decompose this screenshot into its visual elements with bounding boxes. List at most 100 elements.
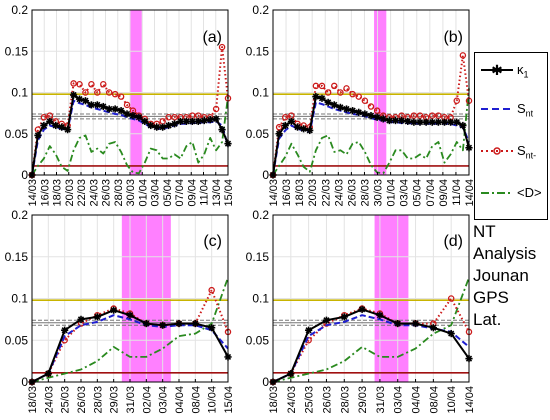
panel-4-point-kappa-stroke (448, 330, 455, 337)
legend-swatch-snt (481, 108, 513, 110)
panel-2-ytick-label: 0 (262, 168, 269, 182)
panel-1-point-kappa (99, 102, 107, 111)
panel-2-point-kappa (379, 115, 387, 123)
panel-4-series-d (272, 277, 470, 383)
panel-1-point-kappa-stroke (100, 103, 107, 110)
panel-2-point-kappa-stroke (331, 101, 338, 108)
panel-1-xtick-label: 11/04 (199, 179, 211, 206)
panel-2-point-kappa-stroke (459, 122, 466, 129)
panel-2-point-kappa-stroke (300, 125, 307, 132)
panel-1-point-kappa (52, 121, 60, 130)
panel-3-xtick-label: 03/04 (158, 386, 170, 414)
panel-1-point-kappa-stroke (82, 97, 89, 104)
panel-2-point-kappa (367, 112, 375, 120)
panel-1-point-kappa (69, 91, 78, 99)
panel-2-point-kappa (306, 126, 314, 135)
panel-4-point-kappa-stroke (376, 312, 384, 319)
panel-1-point-kappa (135, 113, 143, 121)
panel-1-point-kappa-stroke (207, 116, 214, 123)
panel-1-point-kappa (212, 115, 220, 123)
panel-4-xtick-label: 29/03 (357, 386, 369, 414)
panel-4-point-kappa (322, 316, 331, 324)
panel-1-point-kappa-stroke (76, 95, 83, 103)
panel-4-point-kappa (358, 305, 366, 313)
panel-2-point-kappa (422, 118, 430, 126)
panel-2-point-kappa-stroke (312, 93, 319, 100)
panel-2-point-sntminus (361, 97, 369, 105)
panel-4-xtick-label: 10/04 (446, 386, 458, 414)
panel-4-ytick-label: 0.05 (246, 333, 270, 347)
panel-1-point-sntminus (123, 101, 131, 109)
panel-1-point-kappa-stroke (34, 132, 42, 139)
panel-1-xtick-label: 03/04 (150, 179, 162, 207)
panel-1-point-sntminus (70, 80, 77, 87)
panel-2-point-kappa-stroke (367, 112, 375, 119)
panel-3-ytick-label: 0.1 (11, 292, 28, 306)
panel-1-point-sntminus (218, 43, 226, 51)
panel-4-xtick-label: 26/03 (321, 386, 333, 414)
panel-2-point-sntminus (337, 89, 344, 96)
panel-2-point-sntminus (428, 112, 436, 119)
panel-2-point-sntminus (312, 82, 320, 90)
panel-4-series-snt (272, 314, 470, 383)
panel-1-point-kappa-stroke (70, 91, 77, 99)
side-label-5: Lat. (473, 310, 502, 329)
panel-1-point-kappa (123, 110, 131, 118)
panel-4-ytick-label: 0.15 (246, 250, 270, 264)
panel-2-point-kappa-stroke (441, 119, 448, 126)
panel-1-xtick-label: 18/03 (52, 179, 64, 207)
panel-4-point-kappa-stroke (287, 370, 294, 377)
panel-1-point-kappa (81, 97, 90, 105)
panel-3-point-kappa-stroke (208, 324, 215, 331)
panel-4-series-kappa (272, 308, 470, 383)
panel-2-point-sntminus (459, 52, 467, 59)
panel-4-point-kappa (287, 370, 295, 378)
panel-4-point-kappa (340, 313, 348, 321)
panel-1-point-kappa-stroke (129, 112, 137, 119)
panel-2-xtick-label: 30/03 (373, 179, 385, 207)
panel-3-xtick-label: 26/03 (76, 386, 88, 414)
panel-2-point-kappa (447, 118, 455, 126)
panel-3-point-kappa (93, 313, 101, 321)
panel-3-point-kappa (142, 319, 150, 328)
legend-label-kappa: κ1 (517, 62, 529, 80)
panel-2-point-sntminus (416, 112, 424, 119)
panel-1-point-kappa (147, 121, 155, 130)
panel-1-point-kappa-stroke (123, 110, 131, 118)
panel-2-point-kappa-stroke (374, 114, 381, 121)
panel-2-xtick-label: 20/03 (307, 179, 319, 207)
panel-2-point-kappa (373, 113, 381, 121)
panel-2-point-kappa (434, 118, 442, 126)
panel-2-point-kappa-stroke (392, 117, 399, 124)
panel-1-point-sntminus (111, 90, 119, 98)
panel-3-point-kappa (159, 321, 167, 329)
panel-1-xtick-label: 01/04 (137, 179, 149, 207)
panel-4-point-kappa (376, 311, 384, 319)
panel-2-point-kappa (300, 125, 308, 133)
panel-1-point-kappa-stroke (88, 101, 95, 108)
panel-3-series-snt (31, 314, 229, 383)
panel-4-point-kappa-stroke (341, 313, 348, 320)
panel-3-point-kappa (126, 311, 134, 319)
panel-1-point-kappa (34, 131, 42, 139)
panel-2-point-sntminus (330, 82, 338, 90)
panel-2-xtick-label: 26/03 (346, 179, 358, 207)
panel-1-xtick-label: 15/04 (223, 179, 235, 207)
panel-3-point-kappa (175, 319, 183, 328)
panel-3-point-kappa-stroke (61, 327, 68, 334)
panel-1-xtick-label: 26/03 (101, 179, 113, 207)
panel-2-point-sntminus (275, 123, 283, 131)
panel-2-point-kappa (287, 117, 295, 125)
panel-4-xtick-label: 31/03 (375, 386, 387, 414)
panel-1-point-kappa-stroke (52, 122, 59, 129)
panel-4-ytick-label: 0.1 (252, 292, 269, 306)
panel-3-point-sntminus (208, 286, 215, 294)
panel-2-series-d (272, 88, 470, 176)
panel-2-point-kappa-stroke (423, 119, 430, 126)
panel-3-point-kappa-stroke (192, 320, 199, 327)
panel-1-point-kappa (218, 126, 226, 134)
panel-2-point-kappa (275, 130, 283, 138)
panel-2-point-kappa-stroke (325, 99, 332, 106)
panel-2-point-kappa-stroke (416, 119, 424, 126)
